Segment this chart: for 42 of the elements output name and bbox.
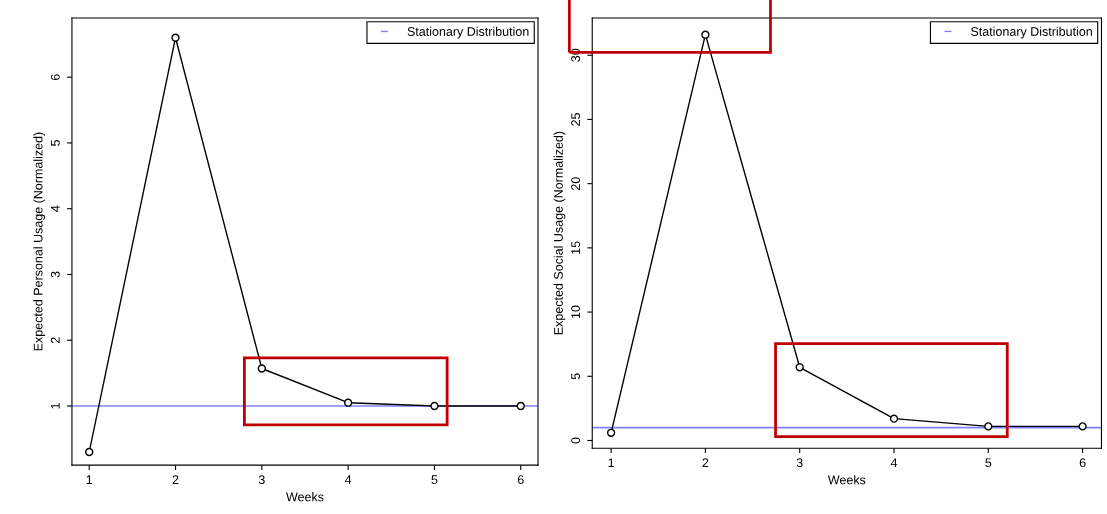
y-tick-label: 15 [571, 241, 581, 254]
point [889, 414, 899, 423]
x-tick-label: 4 [344, 475, 352, 484]
point [343, 398, 353, 407]
x-tick-label: 1 [86, 475, 93, 484]
x-tick-label: 4 [890, 458, 898, 467]
x-tick-label: 1 [608, 458, 614, 467]
y-tick-label: 20 [571, 177, 581, 190]
point [606, 428, 616, 437]
x-tick-label: 3 [258, 475, 265, 485]
y-tick-label: 2 [50, 337, 60, 344]
x-tick-label: 5 [431, 475, 438, 485]
y-tick-label: 10 [571, 305, 581, 319]
y-axis-title: Expected Personal Usage (Normalized) [33, 132, 46, 351]
y-tick-label: 5 [571, 373, 581, 380]
y-tick-label: 25 [571, 113, 581, 126]
x-tick-label: 2 [172, 475, 179, 484]
y-tick-label: 0 [571, 437, 581, 444]
x-tick-label: 6 [517, 475, 524, 485]
x-tick-label: 3 [796, 458, 803, 468]
point [1078, 422, 1087, 431]
y-tick-label: 4 [51, 205, 60, 212]
point [85, 447, 94, 457]
x-tick-label: 5 [985, 458, 992, 468]
x-tick-label: 6 [1079, 458, 1086, 468]
y-tick-label: 3 [50, 271, 60, 278]
point [984, 422, 993, 431]
legend-label: Stationary Distribution [407, 26, 529, 39]
y-tick-label: 6 [50, 74, 60, 81]
point [171, 33, 180, 42]
y-tick-label: 1 [51, 403, 60, 409]
x-tick-label: 2 [702, 458, 709, 467]
point [257, 364, 266, 373]
y-tick-label: 5 [51, 139, 60, 146]
legend-label: Stationary Distribution [971, 26, 1092, 39]
point [795, 363, 804, 372]
point [430, 401, 439, 411]
y-axis-title: Expected Social Usage (Normalized) [553, 131, 566, 335]
point [516, 401, 525, 411]
point [701, 30, 710, 39]
x-axis-title: Weeks [286, 492, 324, 502]
x-axis-title: Weeks [827, 475, 866, 485]
